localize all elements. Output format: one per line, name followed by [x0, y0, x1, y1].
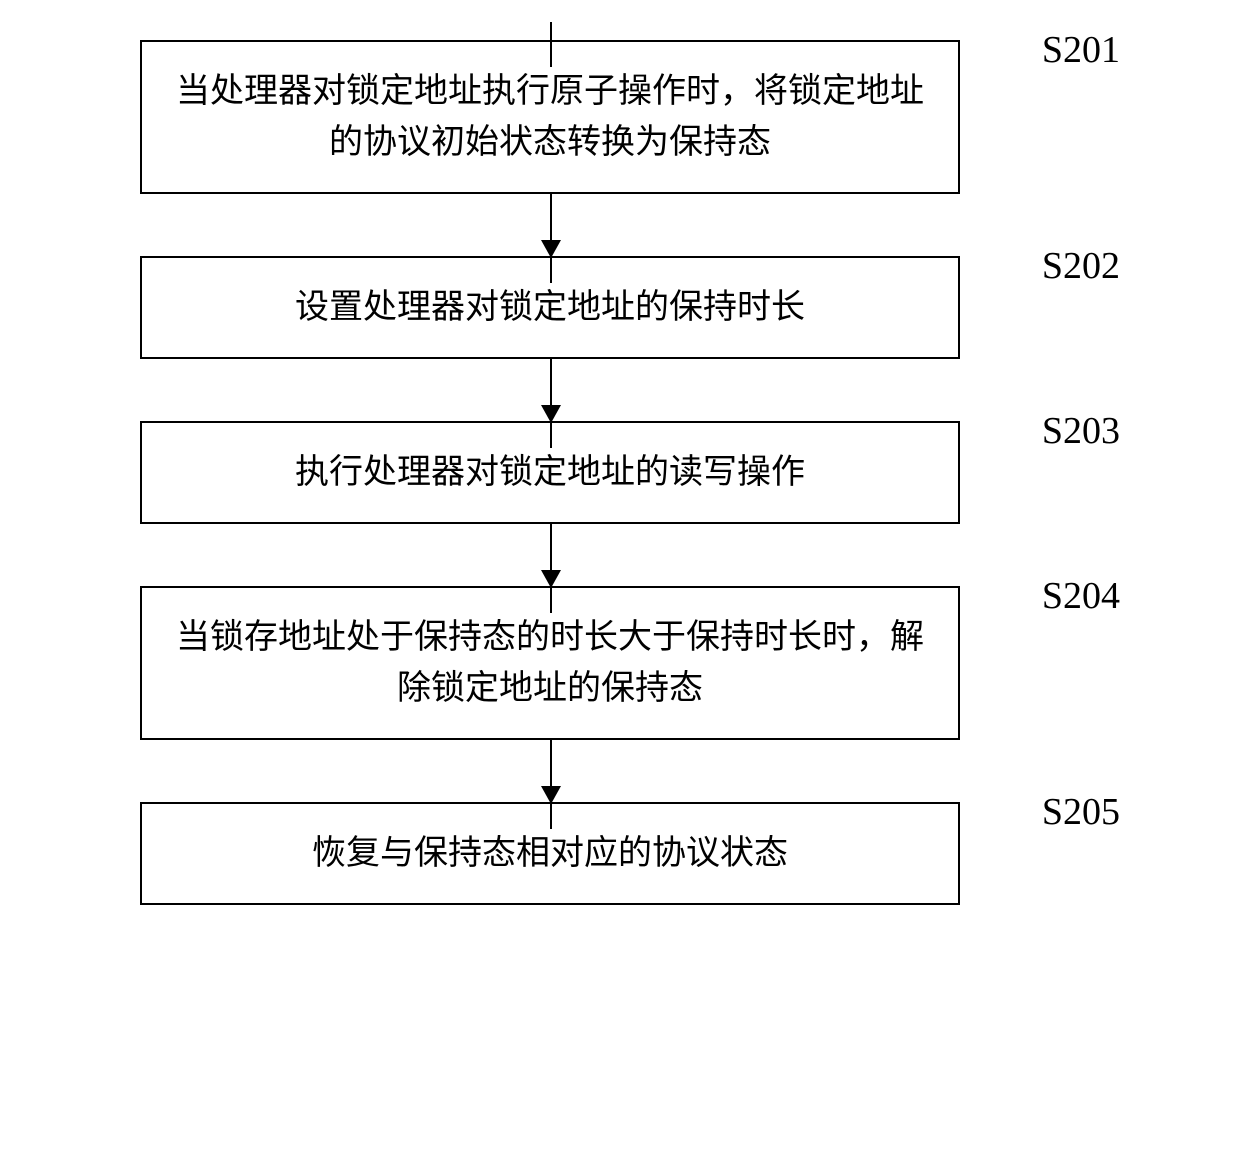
step-label: S204	[1042, 574, 1120, 618]
connector-line-4	[550, 568, 552, 613]
step-label: S203	[1042, 409, 1120, 453]
step-wrapper-2: 设置处理器对锁定地址的保持时长 S202	[60, 256, 1180, 359]
step-text: 当处理器对锁定地址执行原子操作时，将锁定地址的协议初始状态转换为保持态	[172, 66, 928, 168]
step-wrapper-1: 当处理器对锁定地址执行原子操作时，将锁定地址的协议初始状态转换为保持态 S201	[60, 40, 1180, 194]
step-label: S202	[1042, 244, 1120, 288]
step-label: S205	[1042, 790, 1120, 834]
step-text: 设置处理器对锁定地址的保持时长	[295, 282, 805, 333]
step-text: 执行处理器对锁定地址的读写操作	[295, 447, 805, 498]
connector-line-2	[550, 238, 552, 283]
step-label: S201	[1042, 28, 1120, 72]
step-text: 当锁存地址处于保持态的时长大于保持时长时，解除锁定地址的保持态	[172, 612, 928, 714]
connector-line-1	[550, 22, 552, 67]
flowchart-container: 当处理器对锁定地址执行原子操作时，将锁定地址的协议初始状态转换为保持态 S201…	[60, 40, 1180, 905]
connector-line-5	[550, 784, 552, 829]
connector-line-3	[550, 403, 552, 448]
step-wrapper-5: 恢复与保持态相对应的协议状态 S205	[60, 802, 1180, 905]
step-wrapper-3: 执行处理器对锁定地址的读写操作 S203	[60, 421, 1180, 524]
step-wrapper-4: 当锁存地址处于保持态的时长大于保持时长时，解除锁定地址的保持态 S204	[60, 586, 1180, 740]
step-text: 恢复与保持态相对应的协议状态	[312, 828, 788, 879]
